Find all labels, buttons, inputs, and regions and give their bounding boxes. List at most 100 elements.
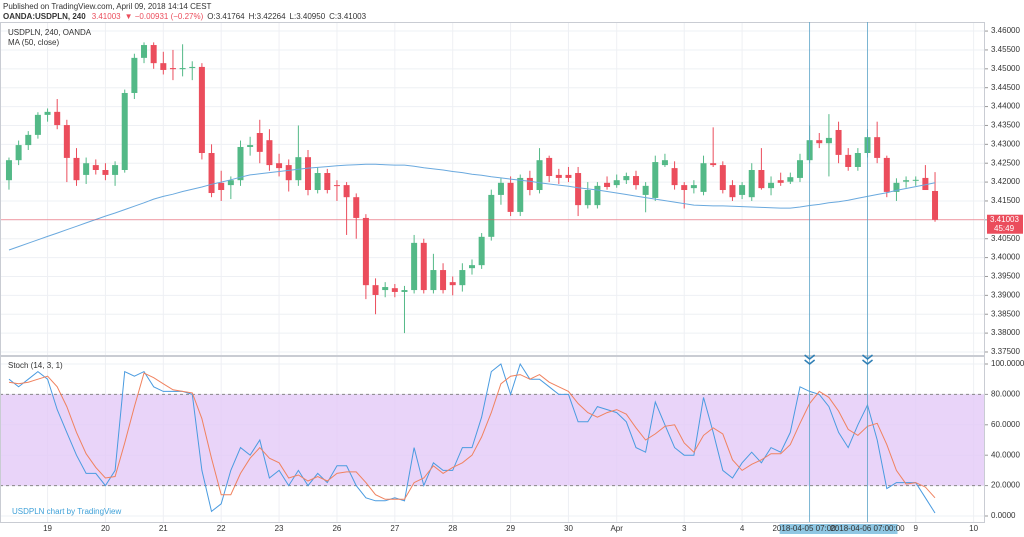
candle-body: [266, 140, 273, 166]
candle-body: [835, 129, 842, 155]
candle-body: [362, 217, 369, 286]
marker-badge: [779, 524, 840, 534]
x-tick-label: 27: [390, 524, 399, 533]
y-tick-label: 3.43000: [991, 139, 1020, 148]
candle-body: [555, 174, 562, 178]
candle-body: [459, 270, 466, 286]
candle-body: [816, 140, 823, 144]
x-tick-label: 4: [740, 524, 745, 533]
x-tick-label: 19: [43, 524, 52, 533]
candle-body: [285, 165, 292, 181]
candle-body: [825, 137, 832, 144]
y-tick-label: 3.44500: [991, 83, 1020, 92]
candle-body: [189, 66, 196, 69]
y-tick-label: 3.38500: [991, 309, 1020, 318]
x-tick-label: 28: [448, 524, 457, 533]
candle-body: [237, 146, 244, 181]
candle-body: [15, 145, 22, 161]
y-tick-label: 80.0000: [991, 390, 1020, 399]
y-tick-label: 20.0000: [991, 481, 1020, 490]
x-tick-label: 10: [969, 524, 978, 533]
candle-body: [73, 157, 80, 181]
candle-body: [276, 163, 283, 169]
candle-body: [661, 160, 668, 166]
candle-body: [922, 177, 929, 191]
candle-body: [420, 242, 427, 291]
low: L:3.40950: [290, 12, 326, 21]
x-tick-label: 21: [159, 524, 168, 533]
candle-body: [411, 242, 418, 291]
y-tick-label: 3.43500: [991, 121, 1020, 130]
marker-chevron: [804, 354, 816, 365]
watermark: USDPLN chart by TradingView: [12, 507, 121, 516]
candle-body: [353, 197, 360, 218]
last-price-label: 3.41003: [990, 215, 1019, 224]
candle-body: [401, 290, 408, 292]
y-tick-label: 60.0000: [991, 420, 1020, 429]
candle-body: [478, 236, 485, 266]
main-pane-border: [0, 22, 985, 356]
candle-body: [517, 177, 524, 212]
candle-body: [169, 68, 176, 70]
candle-body: [719, 165, 726, 191]
symbol-line: OANDA:USDPLN, 240 3.41003 ▼ −0.00931 (−0.2…: [3, 12, 367, 21]
candle-body: [92, 165, 99, 170]
candle-body: [247, 145, 254, 147]
candle-body: [440, 270, 447, 291]
countdown: 45:49: [994, 224, 1015, 233]
candle-body: [584, 190, 591, 206]
candle-body: [34, 114, 41, 135]
candle-body: [758, 170, 765, 189]
y-tick-label: 3.37500: [991, 347, 1020, 356]
candle-body: [912, 179, 919, 181]
stoch-line: [8, 362, 936, 514]
candle-body: [179, 68, 186, 70]
candle-body: [333, 185, 340, 187]
candle-body: [768, 182, 775, 189]
candle-body: [63, 125, 70, 158]
candle-body: [391, 288, 398, 292]
y-tick-label: 3.38000: [991, 328, 1020, 337]
x-tick-label: 20: [101, 524, 110, 533]
candle-body: [83, 163, 90, 175]
candle-body: [314, 173, 321, 191]
candle-body: [690, 185, 697, 189]
y-tick-label: 3.45500: [991, 45, 1020, 54]
candle-body: [256, 133, 263, 152]
candle-body: [507, 182, 514, 212]
y-tick-label: 3.42000: [991, 177, 1020, 186]
candle-body: [488, 194, 495, 237]
candle-body: [671, 168, 678, 186]
candle-body: [796, 160, 803, 178]
candle-body: [845, 154, 852, 167]
ma-legend: MA (50, close): [8, 38, 59, 47]
candle-body: [874, 137, 881, 158]
plot: [0, 42, 985, 514]
candle-body: [54, 111, 61, 126]
candle-body: [710, 163, 717, 166]
candle-body: [227, 180, 234, 186]
symbol: OANDA:USDPLN, 240: [3, 12, 86, 21]
candle-body: [497, 182, 504, 195]
candle-body: [295, 157, 302, 181]
candle-body: [102, 170, 109, 175]
candle-body: [44, 111, 51, 115]
open: O:3.41764: [207, 12, 245, 21]
candle-body: [739, 185, 746, 195]
candle-body: [160, 63, 167, 70]
candle-body: [729, 185, 736, 198]
x-tick-label: Apr: [610, 524, 623, 533]
candle-body: [526, 177, 533, 191]
x-tick-label: 30: [564, 524, 573, 533]
candle-body: [681, 185, 688, 191]
candle-body: [575, 173, 582, 206]
candle-body: [642, 185, 649, 195]
y-tick-label: 3.39500: [991, 272, 1020, 281]
marker-label: 2018-04-05 07:00:00: [772, 524, 847, 533]
y-tick-label: 3.40500: [991, 234, 1020, 243]
close: C:3.41003: [329, 12, 366, 21]
candle-body: [198, 66, 205, 154]
last-price-badge: [987, 214, 1023, 234]
y-tick-label: 3.46000: [991, 26, 1020, 35]
